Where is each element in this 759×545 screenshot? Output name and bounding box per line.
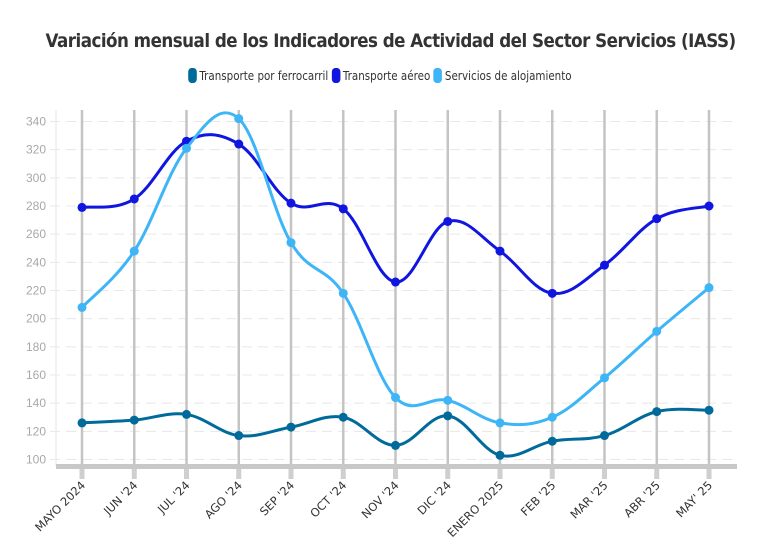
data-point[interactable]	[391, 440, 400, 450]
x-tick-label: NOV '24	[359, 478, 402, 521]
y-tick-label: 220	[26, 284, 46, 298]
data-point[interactable]	[182, 409, 191, 419]
data-point[interactable]	[77, 418, 87, 428]
series-ferrocarril	[77, 405, 714, 460]
data-point[interactable]	[338, 288, 348, 298]
y-tick-label: 180	[26, 340, 46, 354]
legend-item-alojamiento[interactable]: Servicios de alojamiento	[433, 68, 571, 83]
data-point[interactable]	[338, 412, 348, 422]
data-point[interactable]	[600, 373, 609, 383]
x-tick	[236, 469, 242, 479]
data-point[interactable]	[704, 283, 714, 293]
legend-swatch	[187, 68, 197, 83]
x-tick	[184, 469, 189, 479]
x-tick-label: MAYO 2024	[32, 478, 88, 534]
data-point[interactable]	[547, 436, 557, 446]
data-point[interactable]	[286, 198, 296, 208]
y-axis: 100 120 140 160 180 200 220 240 260 280 300 320 340	[26, 110, 57, 467]
x-tick-label: OCT '24	[307, 478, 349, 520]
x-tick-label: FEB '25	[518, 478, 558, 518]
data-point[interactable]	[652, 407, 662, 417]
x-tick-label: SEP '24	[257, 478, 297, 518]
y-tick-label: 240	[26, 255, 46, 269]
data-point[interactable]	[77, 302, 87, 312]
grid	[50, 110, 737, 466]
data-point[interactable]	[495, 418, 505, 428]
data-point[interactable]	[704, 201, 714, 211]
x-tick	[288, 469, 294, 479]
y-tick-label: 300	[26, 171, 46, 185]
x-tick	[79, 469, 85, 479]
data-point[interactable]	[495, 450, 505, 460]
x-tick	[393, 469, 398, 479]
legend-item-ferrocarril[interactable]: Transporte por ferrocarril	[187, 68, 328, 83]
x-axis: MAYO 2024 JUN '24 JUL '24 AGO '24 SEP '24 OCT…	[32, 464, 737, 540]
data-point[interactable]	[129, 246, 139, 256]
y-tick-label: 320	[26, 143, 46, 157]
data-point[interactable]	[129, 415, 139, 425]
data-point[interactable]	[338, 204, 348, 214]
y-tick-label: 140	[26, 396, 46, 410]
data-point[interactable]	[234, 431, 244, 441]
series-alojamiento	[77, 111, 714, 428]
x-tick	[549, 469, 555, 479]
data-point[interactable]	[495, 246, 505, 256]
data-point[interactable]	[547, 412, 557, 422]
x-tick-label: MAR '25	[567, 478, 610, 521]
y-tick-label: 340	[26, 115, 46, 129]
y-tick-label: 100	[26, 453, 46, 467]
x-tick	[602, 469, 607, 479]
y-tick-label: 280	[26, 199, 46, 213]
x-tick	[654, 469, 660, 479]
data-point[interactable]	[600, 431, 609, 441]
x-tick-label: JUN '24	[100, 478, 140, 518]
data-point[interactable]	[600, 260, 609, 270]
data-point[interactable]	[286, 422, 296, 432]
x-tick	[445, 469, 451, 479]
legend-swatch	[331, 68, 340, 83]
y-tick-label: 260	[26, 227, 46, 241]
x-tick-label: ABR '25	[621, 478, 663, 520]
data-point[interactable]	[443, 216, 453, 226]
series-aereo	[77, 133, 714, 298]
x-tick	[340, 469, 346, 479]
x-tick	[131, 469, 137, 479]
data-point[interactable]	[234, 114, 244, 124]
data-point[interactable]	[391, 277, 400, 287]
data-point[interactable]	[391, 393, 400, 403]
y-tick-label: 120	[26, 424, 46, 438]
legend-swatch	[433, 68, 442, 83]
legend-label: Servicios de alojamiento	[444, 68, 572, 83]
x-tick-label: AGO '24	[202, 478, 245, 521]
x-tick-label: DIC '24	[414, 478, 453, 517]
data-point[interactable]	[234, 139, 244, 149]
data-point[interactable]	[77, 202, 87, 212]
data-point[interactable]	[652, 326, 662, 336]
series-lines	[77, 111, 714, 460]
x-tick-label: MAY' 25	[673, 478, 715, 520]
x-tick	[497, 469, 503, 479]
legend-label: Transporte aéreo	[342, 68, 430, 83]
data-point[interactable]	[652, 214, 662, 224]
y-tick-label: 160	[26, 368, 46, 382]
x-tick-label: JUL '24	[154, 478, 193, 517]
data-point[interactable]	[704, 405, 714, 415]
x-axis-line	[56, 464, 737, 469]
x-tick-label: ENERO 2025	[445, 478, 507, 540]
legend-item-aereo[interactable]: Transporte aéreo	[331, 68, 430, 83]
data-point[interactable]	[443, 411, 453, 421]
y-tick-label: 200	[26, 312, 46, 326]
chart-title: Variación mensual de los Indicadores de …	[45, 30, 737, 52]
data-point[interactable]	[443, 395, 453, 405]
data-point[interactable]	[129, 194, 139, 204]
x-tick	[706, 469, 712, 479]
data-point[interactable]	[547, 288, 557, 298]
legend: Transporte por ferrocarril Transporte aé…	[0, 68, 759, 83]
data-point[interactable]	[286, 238, 296, 248]
legend-label: Transporte por ferrocarril	[198, 68, 328, 83]
data-point[interactable]	[182, 143, 191, 153]
